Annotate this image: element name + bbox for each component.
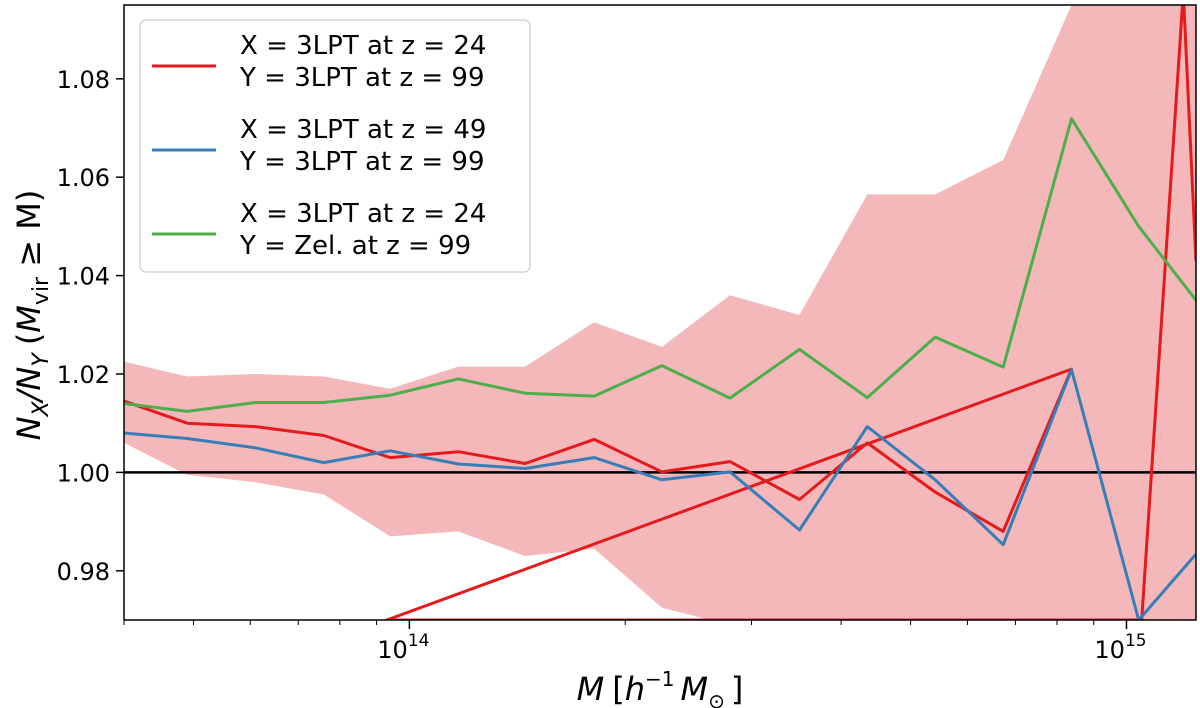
y-tick-label: 1.02 [57,361,110,389]
series-line-red [124,5,1196,620]
y-axis-label: NX/NY(Mvir ≥ M) [10,190,54,441]
x-axis-ticks: 1014 1015 [377,620,1147,664]
x-tick-label: 1014 [377,631,429,664]
legend-label-y: Y = 3LPT at z = 99 [239,147,485,177]
legend-label-x: X = 3LPT at z = 24 [240,31,486,61]
plot-area [124,5,1196,620]
x-tick-label: 1015 [1094,631,1146,664]
legend-label-x: X = 3LPT at z = 49 [240,115,486,145]
series-layer [124,5,1196,620]
x-axis-minor-ticks [123,620,1095,625]
x-axis-label: M [h−1 M⊙] [577,667,744,708]
y-tick-label: 1.04 [57,263,110,291]
legend-label-y: Y = Zel. at z = 99 [239,231,471,261]
plot-frame [123,4,1197,621]
series-line-green [124,117,1196,413]
y-tick-label: 1.08 [57,66,110,94]
y-tick-label: 0.98 [57,558,110,586]
y-axis-ticks: 0.98 1.00 1.02 1.04 1.06 1.08 [57,66,124,586]
legend-label-x: X = 3LPT at z = 24 [240,199,486,229]
legend-label-y: Y = 3LPT at z = 99 [239,63,485,93]
y-tick-label: 1.06 [57,164,110,192]
series-line-blue [124,368,1196,620]
y-tick-label: 1.00 [57,459,110,487]
legend-box [139,19,531,273]
confidence-band [124,5,1196,620]
legend: X = 3LPT at z = 24Y = 3LPT at z = 99X = … [139,19,531,273]
